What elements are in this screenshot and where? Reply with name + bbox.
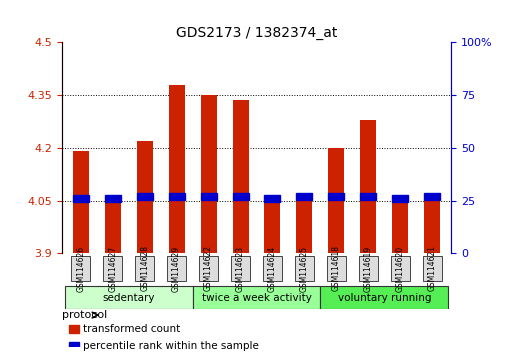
Bar bbox=[201, 95, 216, 253]
FancyBboxPatch shape bbox=[167, 256, 186, 281]
FancyBboxPatch shape bbox=[263, 256, 282, 281]
Bar bbox=[265, 195, 281, 202]
FancyBboxPatch shape bbox=[327, 256, 346, 281]
Text: GSM114627: GSM114627 bbox=[108, 245, 117, 292]
FancyBboxPatch shape bbox=[103, 256, 122, 281]
FancyBboxPatch shape bbox=[71, 256, 90, 281]
Bar bbox=[424, 197, 440, 253]
Bar bbox=[328, 193, 344, 200]
Bar bbox=[232, 101, 248, 253]
Bar bbox=[265, 197, 281, 253]
Bar bbox=[232, 193, 248, 200]
Bar bbox=[105, 195, 121, 202]
Text: voluntary running: voluntary running bbox=[338, 293, 431, 303]
Text: GSM114621: GSM114621 bbox=[428, 245, 437, 291]
FancyBboxPatch shape bbox=[321, 286, 448, 309]
Bar bbox=[297, 193, 312, 200]
Text: GSM114622: GSM114622 bbox=[204, 245, 213, 291]
Bar bbox=[201, 193, 216, 200]
Bar bbox=[360, 120, 377, 253]
Bar bbox=[69, 325, 79, 333]
Text: sedentary: sedentary bbox=[103, 293, 155, 303]
Text: GSM114618: GSM114618 bbox=[332, 245, 341, 291]
Bar bbox=[392, 195, 408, 202]
Bar bbox=[297, 194, 312, 253]
Bar bbox=[392, 201, 408, 253]
Bar bbox=[105, 197, 121, 253]
Text: percentile rank within the sample: percentile rank within the sample bbox=[83, 341, 259, 351]
Text: GSM114626: GSM114626 bbox=[76, 245, 85, 292]
Text: twice a week activity: twice a week activity bbox=[202, 293, 311, 303]
Bar bbox=[169, 193, 185, 200]
Text: GSM114619: GSM114619 bbox=[364, 245, 373, 292]
FancyBboxPatch shape bbox=[135, 256, 154, 281]
Bar bbox=[169, 85, 185, 253]
Title: GDS2173 / 1382374_at: GDS2173 / 1382374_at bbox=[176, 26, 337, 40]
Text: GSM114629: GSM114629 bbox=[172, 245, 181, 292]
Bar bbox=[424, 193, 440, 200]
Text: GSM114620: GSM114620 bbox=[396, 245, 405, 292]
Bar bbox=[73, 152, 89, 253]
Text: GSM114623: GSM114623 bbox=[236, 245, 245, 292]
FancyBboxPatch shape bbox=[391, 256, 410, 281]
FancyBboxPatch shape bbox=[192, 286, 321, 309]
Text: transformed count: transformed count bbox=[83, 324, 180, 334]
FancyBboxPatch shape bbox=[359, 256, 378, 281]
Bar bbox=[73, 195, 89, 202]
Text: GSM114625: GSM114625 bbox=[300, 245, 309, 292]
Bar bbox=[136, 141, 153, 253]
Text: GSM114624: GSM114624 bbox=[268, 245, 277, 292]
Text: protocol: protocol bbox=[62, 310, 107, 320]
FancyBboxPatch shape bbox=[199, 256, 218, 281]
FancyBboxPatch shape bbox=[295, 256, 314, 281]
Bar bbox=[136, 193, 153, 200]
FancyBboxPatch shape bbox=[231, 256, 250, 281]
FancyBboxPatch shape bbox=[65, 286, 192, 309]
Text: GSM114628: GSM114628 bbox=[140, 245, 149, 291]
Bar bbox=[328, 148, 344, 253]
Bar bbox=[69, 342, 79, 350]
Bar bbox=[360, 193, 377, 200]
FancyBboxPatch shape bbox=[423, 256, 442, 281]
